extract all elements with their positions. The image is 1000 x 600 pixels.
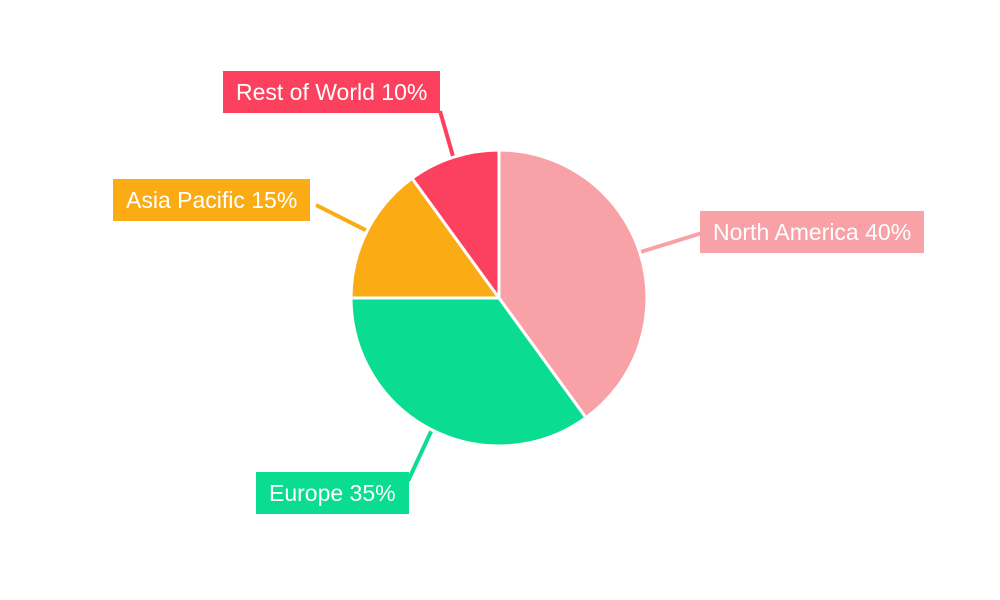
pie-slice-north-america[interactable] [497, 148, 649, 420]
callout-label-europe: Europe 35% [256, 472, 409, 514]
pie-slice-rest-of-world[interactable] [409, 148, 501, 303]
callout-label-north-america: North America 40% [700, 211, 925, 253]
pie-slice-asia-pacific[interactable] [349, 176, 502, 300]
leader-line-rest-of-world [438, 110, 456, 158]
leader-line-asia-pacific [315, 203, 369, 233]
callout-label-asia-pacific: Asia Pacific 15% [113, 179, 311, 221]
leader-line-north-america [639, 231, 703, 255]
leader-line-europe [406, 429, 434, 482]
pie-slice-europe[interactable] [349, 296, 589, 448]
callout-label-rest-of-world: Rest of World 10% [223, 71, 441, 113]
